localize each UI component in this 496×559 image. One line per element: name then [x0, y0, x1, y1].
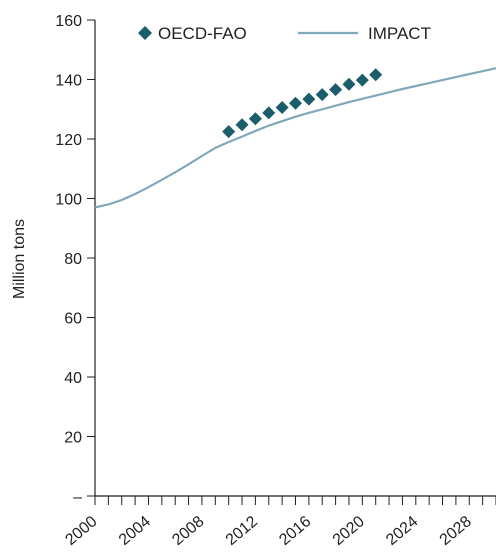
x-tick-label: 2028 — [437, 513, 475, 549]
data-point-oecd-fao — [235, 118, 249, 132]
plot-area: – 20 40 60 80 100 120 140 160 2000 2004 2008 2012 201… — [55, 13, 496, 549]
data-point-oecd-fao — [248, 112, 262, 126]
x-tick-label: 2020 — [330, 513, 368, 549]
data-point-oecd-fao — [289, 96, 302, 110]
y-tick-label: 140 — [55, 73, 82, 90]
y-tick-label: 20 — [64, 430, 82, 447]
legend-label-oecd-fao: OECD-FAO — [158, 24, 247, 43]
data-point-oecd-fao — [275, 100, 289, 114]
y-axis-label: Million tons — [11, 219, 28, 299]
y-tick-label: 160 — [55, 13, 82, 30]
data-point-oecd-fao — [222, 125, 236, 139]
y-tick-label: 100 — [55, 192, 82, 209]
data-point-oecd-fao — [302, 92, 316, 106]
x-tick-label: 2000 — [62, 513, 100, 549]
data-point-oecd-fao — [342, 77, 356, 91]
data-point-oecd-fao — [329, 83, 343, 97]
y-tick-label: 60 — [64, 311, 82, 328]
legend-label-impact: IMPACT — [368, 24, 431, 43]
series-line-impact — [94, 67, 496, 209]
x-tick-label: 2008 — [169, 513, 207, 549]
legend: OECD-FAO IMPACT — [138, 24, 431, 43]
legend-diamond-icon — [138, 26, 152, 40]
data-point-oecd-fao — [315, 88, 329, 102]
x-tick-label: 2024 — [383, 513, 421, 549]
x-tick-label: 2016 — [276, 513, 314, 549]
x-tick-label: 2012 — [223, 513, 261, 549]
x-tick-label: 2004 — [116, 513, 154, 549]
data-point-oecd-fao — [369, 68, 383, 82]
y-tick-label: 80 — [64, 251, 82, 268]
y-tick-label: 40 — [64, 370, 82, 387]
y-tick-label: 120 — [55, 132, 82, 149]
data-point-oecd-fao — [355, 73, 369, 87]
data-point-oecd-fao — [262, 106, 276, 120]
y-tick-label: – — [73, 489, 82, 506]
